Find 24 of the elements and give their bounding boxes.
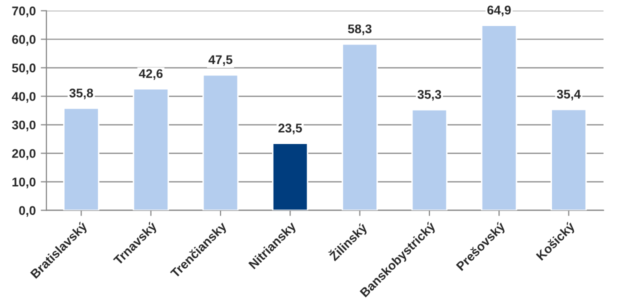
data-label: 35,4 bbox=[556, 90, 581, 100]
bar bbox=[480, 24, 518, 210]
y-tick-label: 20,0 bbox=[12, 149, 36, 160]
y-tick-label: 60,0 bbox=[12, 35, 36, 46]
bar bbox=[63, 108, 100, 210]
y-tick-label: 40,0 bbox=[12, 92, 36, 103]
data-label: 58,3 bbox=[348, 24, 372, 36]
y-tick-label: 50,0 bbox=[12, 64, 36, 74]
y-tick-label: 70,0 bbox=[12, 6, 36, 18]
y-tick-label: 10,0 bbox=[12, 178, 36, 188]
data-label: 47,5 bbox=[208, 55, 232, 66]
data-label: 23,5 bbox=[278, 124, 302, 134]
y-tick-label: 30,0 bbox=[12, 120, 36, 132]
data-label: 35,8 bbox=[69, 88, 94, 100]
bar bbox=[550, 108, 587, 210]
data-label: 64,9 bbox=[487, 6, 511, 16]
data-label: 42,6 bbox=[138, 69, 163, 80]
bar bbox=[202, 74, 239, 210]
bar bbox=[342, 43, 378, 210]
bar bbox=[272, 142, 308, 210]
data-label: 35,3 bbox=[418, 90, 442, 101]
bar bbox=[411, 108, 448, 210]
bar bbox=[132, 88, 169, 210]
y-tick-label: 0,0 bbox=[19, 206, 36, 217]
